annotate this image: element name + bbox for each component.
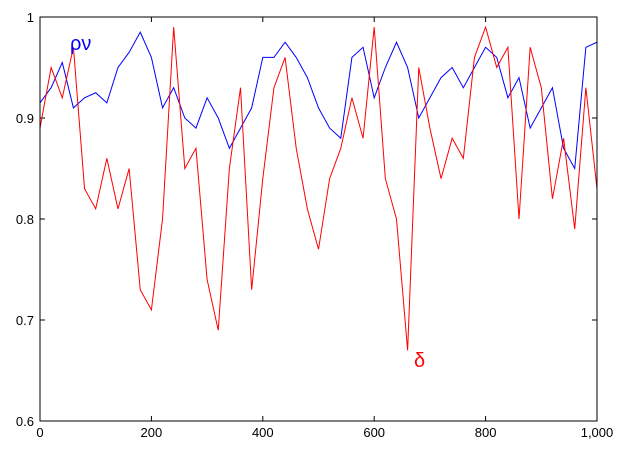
x-tick-label: 400 <box>252 425 274 440</box>
series-line <box>39 31 598 171</box>
x-tick-label: 600 <box>363 425 385 440</box>
y-tick-label: 0.7 <box>16 313 34 328</box>
x-tick-label: 200 <box>141 425 163 440</box>
x-tick-label: 1,000 <box>581 425 614 440</box>
y-tick-label: 1 <box>27 10 34 25</box>
series-label: ρν <box>70 33 91 55</box>
plot-frame <box>39 16 598 422</box>
series-line <box>39 25 598 351</box>
y-tick-label: 0.6 <box>16 414 34 429</box>
x-tick-label: 0 <box>36 425 43 440</box>
x-tick-label: 800 <box>475 425 497 440</box>
y-tick-label: 0.8 <box>16 212 34 227</box>
series-label: δ <box>414 350 425 372</box>
y-tick-label: 0.9 <box>16 111 34 126</box>
